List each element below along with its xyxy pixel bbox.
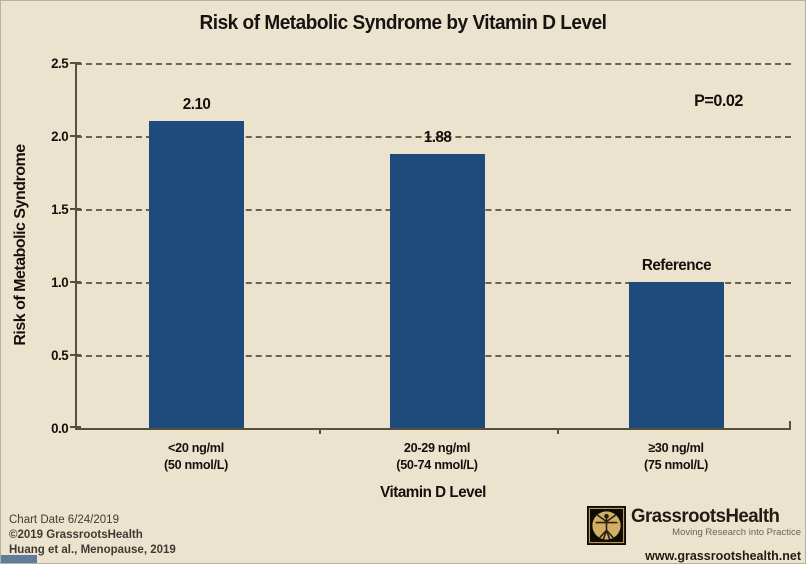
logo-url: www.grassrootshealth.net bbox=[645, 549, 801, 563]
plot-area: 2.10 1.88 Reference bbox=[70, 62, 791, 434]
x-tick-boundary-2 bbox=[557, 428, 559, 434]
chart-date: Chart Date 6/24/2019 bbox=[9, 514, 119, 526]
category-line-1: ≥30 ng/ml bbox=[648, 440, 704, 455]
y-tick-label-1-5: 1.5 bbox=[51, 201, 69, 217]
p-value-annotation: P=0.02 bbox=[694, 91, 743, 110]
copyright: ©2019 GrassrootsHealth bbox=[9, 529, 143, 541]
bar-group-gte30: Reference bbox=[629, 63, 724, 428]
category-line-2: (50-74 nmol/L) bbox=[396, 457, 478, 472]
x-category-label-20-29: 20-29 ng/ml (50-74 nmol/L) bbox=[350, 439, 525, 473]
bar-20-29 bbox=[390, 153, 485, 428]
y-tick-label-2-0: 2.0 bbox=[51, 128, 69, 144]
bar-lt20 bbox=[149, 121, 244, 428]
category-line-1: 20-29 ng/ml bbox=[403, 440, 471, 455]
bar-value-label: Reference bbox=[641, 257, 712, 274]
x-tick-boundary-1 bbox=[319, 428, 321, 434]
y-tick-1-5 bbox=[70, 208, 81, 210]
gridline-2-5 bbox=[76, 63, 791, 65]
y-tick-0-0 bbox=[70, 426, 81, 428]
bar-group-20-29: 1.88 bbox=[390, 63, 485, 428]
logo-name: GrassrootsHealth bbox=[631, 506, 780, 527]
x-category-label-lt20: <20 ng/ml (50 nmol/L) bbox=[109, 439, 284, 473]
category-line-2: (75 nmol/L) bbox=[643, 457, 709, 472]
y-tick-1-0 bbox=[70, 281, 81, 283]
logo-tagline: Moving Research into Practice bbox=[672, 527, 801, 538]
citation: Huang et al., Menopause, 2019 bbox=[9, 544, 176, 556]
y-axis-title: Risk of Metabolic Syndrome bbox=[12, 144, 29, 346]
x-category-label-gte30: ≥30 ng/ml (75 nmol/L) bbox=[589, 439, 764, 473]
gridline-2-0 bbox=[76, 136, 791, 138]
y-tick-label-1-0: 1.0 bbox=[51, 274, 69, 290]
y-tick-label-0-5: 0.5 bbox=[51, 347, 69, 363]
bar-value-label: 1.88 bbox=[423, 128, 452, 146]
vitruvian-man-icon bbox=[587, 506, 626, 545]
y-tick-0-5 bbox=[70, 354, 81, 356]
category-line-2: (50 nmol/L) bbox=[163, 457, 229, 472]
x-axis-end-tick bbox=[789, 421, 791, 428]
x-axis-line bbox=[75, 428, 791, 430]
chart-title: Risk of Metabolic Syndrome by Vitamin D … bbox=[199, 12, 607, 34]
footer-attribution: Chart Date 6/24/2019 ©2019 GrassrootsHea… bbox=[9, 513, 176, 558]
y-tick-label-2-5: 2.5 bbox=[51, 55, 69, 71]
x-axis-title: Vitamin D Level bbox=[380, 484, 486, 501]
y-tick-label-0-0: 0.0 bbox=[51, 420, 69, 436]
y-tick-2-5 bbox=[70, 62, 81, 64]
grassrootshealth-logo: GrassrootsHealth Moving Research into Pr… bbox=[587, 506, 801, 563]
category-line-1: <20 ng/ml bbox=[168, 440, 224, 455]
corner-artifact bbox=[1, 555, 37, 563]
bar-group-lt20: 2.10 bbox=[149, 63, 244, 428]
bar-value-label: 2.10 bbox=[182, 96, 211, 114]
y-axis-line bbox=[75, 63, 77, 428]
y-tick-2-0 bbox=[70, 135, 81, 137]
bar-gte30 bbox=[629, 282, 724, 428]
